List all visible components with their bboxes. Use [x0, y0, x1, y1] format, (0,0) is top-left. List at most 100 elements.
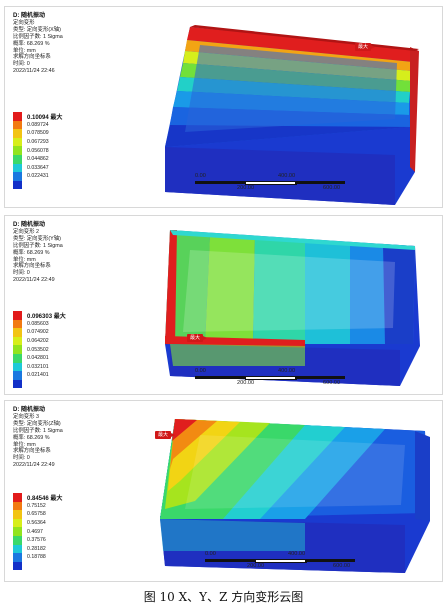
- info-line: 求解方向坐标系: [13, 448, 51, 455]
- max-marker-tag: 最大: [355, 43, 376, 51]
- scale-tick: 0.00: [195, 173, 206, 179]
- scale-tick: 600.00: [323, 380, 341, 386]
- color-legend: 0.096303 最大 0.085603 0.074902 0.064202 0…: [13, 311, 66, 389]
- info-line: 比例因子数: 1 Sigma: [13, 427, 63, 434]
- legend-value: 0.078509: [27, 130, 49, 137]
- info-line: 定向变形: [13, 19, 35, 26]
- scale-tick: 0.00: [205, 551, 216, 557]
- legend-value: 0.085603: [27, 320, 49, 327]
- legend-value: 0.044862: [27, 156, 49, 163]
- info-block: D: 随机振动 定向变形 2 类型: 定向变形(Y轴) 比例因子数: 1 Sig…: [13, 222, 63, 284]
- scale-tick: 600.00: [323, 185, 341, 191]
- legend-swatch: [13, 120, 22, 130]
- legend-swatch: [13, 112, 22, 121]
- max-marker-tag: 最大: [187, 334, 208, 342]
- legend-value: 0.4697: [27, 528, 43, 535]
- info-block: D: 随机振动 定向变形 类型: 定向变形(X轴) 比例因子数: 1 Sigma…: [13, 13, 63, 75]
- figure-caption: 图 10 X、Y、Z 方向变形云图: [143, 590, 304, 604]
- info-line: 类型: 定向变形(Z轴): [13, 420, 61, 427]
- info-line: 2022/11/24 22:49: [13, 277, 55, 284]
- legend-value: 0.021401: [27, 372, 49, 379]
- scale-tick: 400.00: [278, 173, 296, 179]
- legend-swatch: [13, 518, 22, 528]
- legend-swatch: [13, 137, 22, 147]
- legend-value: 0.28182: [27, 545, 46, 552]
- model-y-contour: [165, 230, 420, 386]
- info-line: 概率: 68.269 %: [13, 40, 50, 47]
- legend-swatch: [13, 553, 22, 562]
- info-line: 2022/11/24 22:49: [13, 462, 55, 469]
- legend-max-value: 0.84546 最大: [27, 495, 63, 502]
- info-line: 比例因子数: 1 Sigma: [13, 33, 63, 40]
- panel-z-deformation: D: 随机振动 定向变形 3 类型: 定向变形(Z轴) 比例因子数: 1 Sig…: [4, 400, 443, 582]
- model-z-contour: [160, 419, 430, 573]
- color-legend: 0.10094 最大 0.089724 0.078509 0.067293 0.…: [13, 112, 63, 190]
- scale-tick: 200.00: [237, 380, 255, 386]
- legend-value: 0.75152: [27, 502, 46, 509]
- model-x-contour: [165, 25, 419, 205]
- legend-value: 0.032101: [27, 363, 49, 370]
- legend-swatch: [13, 180, 22, 190]
- scale-tick: 400.00: [278, 368, 296, 374]
- info-line: 2022/11/24 22:46: [13, 68, 55, 75]
- legend-value: 0.089724: [27, 121, 49, 128]
- legend-swatch: [13, 353, 22, 363]
- info-line: 比例因子数: 1 Sigma: [13, 242, 63, 249]
- legend-swatch: [13, 328, 22, 337]
- legend-swatch: [13, 362, 22, 372]
- scale-tick: 600.00: [333, 563, 351, 569]
- legend-swatch: [13, 163, 22, 173]
- info-line: 时间: 0: [13, 61, 30, 68]
- legend-max-value: 0.096303 最大: [27, 313, 66, 320]
- legend-swatch: [13, 146, 22, 155]
- info-line: 定向变形 3: [13, 413, 40, 420]
- legend-swatch: [13, 535, 22, 545]
- panel-y-deformation: D: 随机振动 定向变形 2 类型: 定向变形(Y轴) 比例因子数: 1 Sig…: [4, 215, 443, 395]
- info-line: 单位: mm: [13, 256, 36, 263]
- legend-swatch: [13, 345, 22, 354]
- legend-value: 0.056078: [27, 147, 49, 154]
- info-line: 求解方向坐标系: [13, 263, 51, 270]
- legend-value: 0.033647: [27, 164, 49, 171]
- legend-value: 0.37576: [27, 537, 46, 544]
- legend-value: 0.064202: [27, 338, 49, 345]
- info-line: 类型: 定向变形(Y轴): [13, 235, 61, 242]
- legend-swatch: [13, 544, 22, 554]
- legend-swatch: [13, 129, 22, 138]
- info-line: 概率: 68.269 %: [13, 434, 50, 441]
- analysis-title: D: 随机振动: [13, 13, 45, 19]
- legend-swatch: [13, 527, 22, 536]
- info-line: 求解方向坐标系: [13, 54, 51, 61]
- scale-tick: 0.00: [195, 368, 206, 374]
- info-line: 类型: 定向变形(X轴): [13, 26, 61, 33]
- legend-swatch: [13, 561, 22, 571]
- legend-swatch: [13, 336, 22, 346]
- legend-value: 0.074902: [27, 329, 49, 336]
- panel-x-deformation: D: 随机振动 定向变形 类型: 定向变形(X轴) 比例因子数: 1 Sigma…: [4, 6, 443, 208]
- analysis-title: D: 随机振动: [13, 407, 45, 413]
- info-block: D: 随机振动 定向变形 3 类型: 定向变形(Z轴) 比例因子数: 1 Sig…: [13, 407, 63, 469]
- scale-tick: 400.00: [288, 551, 306, 557]
- legend-value: 0.067293: [27, 139, 49, 146]
- legend-max-value: 0.10094 最大: [27, 114, 63, 121]
- legend-value: 0.18788: [27, 554, 46, 561]
- scale-tick: 200.00: [247, 563, 265, 569]
- info-line: 定向变形 2: [13, 228, 40, 235]
- legend-swatch: [13, 510, 22, 519]
- legend-value: 0.022431: [27, 173, 49, 180]
- legend-swatch: [13, 493, 22, 502]
- max-marker-tag: 最大: [155, 431, 176, 439]
- scale-tick: 200.00: [237, 185, 255, 191]
- legend-swatch: [13, 172, 22, 181]
- info-line: 时间: 0: [13, 455, 30, 462]
- color-legend: 0.84546 最大 0.75152 0.65758 0.56364 0.469…: [13, 493, 63, 571]
- legend-value: 0.56364: [27, 520, 46, 527]
- legend-swatch: [13, 371, 22, 380]
- legend-value: 0.65758: [27, 511, 46, 518]
- info-line: 时间: 0: [13, 270, 30, 277]
- legend-swatch: [13, 154, 22, 164]
- info-line: 单位: mm: [13, 47, 36, 54]
- legend-swatch: [13, 311, 22, 320]
- legend-swatch: [13, 501, 22, 511]
